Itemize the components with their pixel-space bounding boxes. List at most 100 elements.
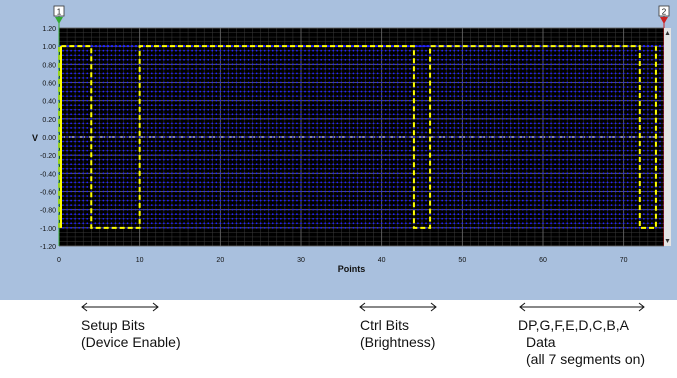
data-point <box>70 54 72 57</box>
data-point <box>263 90 266 93</box>
data-point <box>215 49 218 52</box>
data-point <box>203 172 206 175</box>
data-point <box>142 208 145 211</box>
data-point <box>421 195 423 197</box>
data-point <box>352 58 355 61</box>
data-point <box>376 58 379 61</box>
data-point <box>279 145 282 147</box>
data-point <box>255 104 258 107</box>
data-point <box>288 90 290 93</box>
data-point <box>239 58 242 61</box>
data-point <box>150 195 153 197</box>
data-point <box>376 190 379 193</box>
data-point <box>292 186 294 188</box>
data-point <box>106 208 109 211</box>
data-point <box>70 204 72 207</box>
data-point <box>513 226 516 229</box>
data-point <box>421 90 423 93</box>
data-point <box>461 186 464 188</box>
data-point <box>368 81 371 84</box>
data-point <box>207 49 210 52</box>
data-point <box>332 117 335 120</box>
data-point <box>243 72 246 75</box>
data-point <box>259 208 262 211</box>
data-point <box>251 86 254 88</box>
data-point <box>505 81 508 84</box>
data-point <box>86 117 89 120</box>
data-point <box>275 77 278 79</box>
data-point <box>296 81 298 84</box>
data-point <box>98 77 101 79</box>
data-point <box>509 113 512 116</box>
data-point <box>296 49 298 52</box>
data-point <box>324 122 327 125</box>
data-point <box>336 49 339 52</box>
data-point <box>328 195 331 197</box>
data-point <box>316 181 319 184</box>
data-point <box>372 127 375 129</box>
data-point <box>158 54 161 57</box>
data-point <box>433 95 435 98</box>
data-point <box>441 104 444 107</box>
data-point <box>461 176 464 179</box>
data-point <box>150 81 153 84</box>
data-point <box>223 226 226 229</box>
data-point <box>392 176 395 179</box>
data-point <box>505 222 508 225</box>
data-point <box>372 222 375 225</box>
data-point <box>82 58 85 61</box>
data-point <box>66 167 68 170</box>
data-point <box>308 190 310 193</box>
data-point <box>477 67 480 70</box>
data-point <box>199 81 202 84</box>
data-point <box>102 213 105 216</box>
data-point <box>154 95 157 98</box>
data-point <box>421 113 423 116</box>
data-point <box>187 81 189 84</box>
data-point <box>251 186 254 188</box>
data-point <box>457 199 460 202</box>
data-point <box>82 67 85 70</box>
data-point <box>469 63 472 66</box>
data-point <box>98 154 101 157</box>
data-point <box>534 181 536 184</box>
data-point <box>94 176 97 179</box>
data-point <box>368 154 371 157</box>
data-point <box>187 149 189 152</box>
data-point <box>150 158 153 161</box>
data-point <box>421 49 423 52</box>
data-point <box>219 149 222 152</box>
data-point <box>388 226 391 229</box>
data-point <box>247 140 250 143</box>
data-point <box>392 77 395 79</box>
data-point <box>158 186 161 188</box>
data-point <box>364 81 367 84</box>
data-point <box>477 176 480 179</box>
data-point <box>231 77 234 79</box>
data-point <box>481 181 484 184</box>
data-point <box>203 186 206 188</box>
data-point <box>421 186 423 188</box>
data-point <box>130 81 133 84</box>
data-point <box>106 222 109 225</box>
data-point <box>211 54 214 57</box>
data-point <box>320 149 323 152</box>
data-point <box>312 72 314 75</box>
data-point <box>304 131 306 134</box>
data-point <box>509 136 512 138</box>
data-point <box>126 127 129 129</box>
data-point <box>82 208 85 211</box>
data-point <box>90 181 93 184</box>
data-point <box>279 172 282 175</box>
data-point <box>328 208 331 211</box>
data-point <box>130 154 133 157</box>
data-point <box>134 208 137 211</box>
data-point <box>235 176 238 179</box>
data-point <box>461 213 464 216</box>
data-point <box>78 149 81 152</box>
data-point <box>122 158 125 161</box>
data-point <box>66 222 68 225</box>
data-point <box>453 81 456 84</box>
data-point <box>530 167 532 170</box>
data-point <box>279 90 282 93</box>
